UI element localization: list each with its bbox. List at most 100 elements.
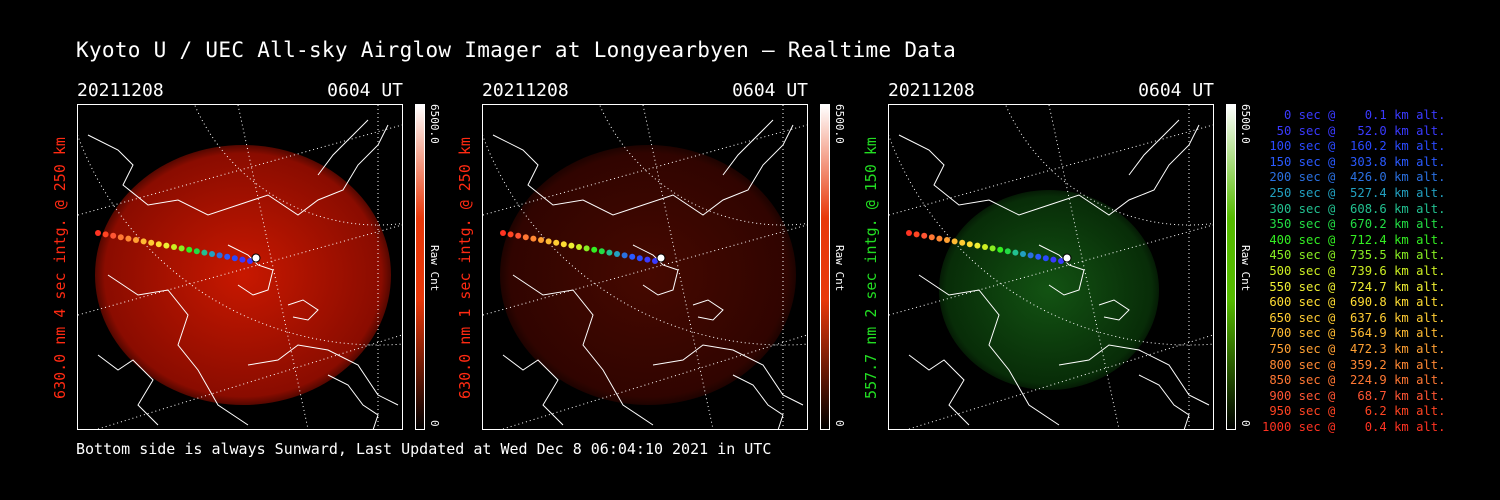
trajectory-point [560, 241, 567, 248]
panel-date: 20211208 [888, 80, 975, 101]
trajectory-point [538, 237, 544, 243]
trajectory-point [591, 246, 598, 253]
colorbar [415, 104, 425, 430]
image-panel: 20211208 0604 UT 630.0 nm 1 sec intg. @ 25… [456, 80, 862, 430]
trajectory-point [209, 251, 215, 257]
trajectory-point [1050, 256, 1057, 263]
panel-wavelength-label: 630.0 nm 1 sec intg. @ 250 km [456, 137, 474, 399]
legend-entry: 0 sec @ 0.1 km alt. [1262, 108, 1446, 122]
page-title: Kyoto U / UEC All-sky Airglow Imager at … [76, 38, 957, 62]
legend-entry: 850 sec @ 224.9 km alt. [1262, 373, 1446, 388]
trajectory-point [110, 232, 117, 239]
trajectory-point [125, 235, 132, 242]
legend-entry: 500 sec @ 739.6 km alt. [1262, 263, 1446, 278]
footer-note: Bottom side is always Sunward, Last Upda… [76, 440, 772, 458]
legend-entry: 400 sec @ 712.4 km alt. [1262, 232, 1446, 247]
legend-entry: 950 sec @ 6.2 km alt. [1262, 404, 1446, 419]
trajectory-point [1027, 252, 1034, 259]
allsky-image [482, 104, 808, 430]
panel-time: 0604 UT [1138, 80, 1214, 101]
trajectory-point [652, 258, 658, 264]
trajectory-point [944, 237, 950, 243]
image-panel: 20211208 0604 UT 630.0 nm 4 sec intg. @ 25… [51, 80, 457, 430]
trajectory-point [507, 231, 514, 238]
trajectory-point [1058, 258, 1064, 264]
trajectory-point [545, 238, 552, 245]
panel-date: 20211208 [482, 80, 569, 101]
trajectory-point [951, 238, 958, 245]
trajectory-point [239, 256, 246, 263]
panel-wavelength-label: 557.7 nm 2 sec intg. @ 150 km [862, 137, 880, 399]
legend-entry: 450 sec @ 735.5 km alt. [1262, 248, 1446, 263]
trajectory-point [629, 253, 636, 260]
trajectory-point [178, 245, 185, 252]
legend-entry: 650 sec @ 637.6 km alt. [1262, 310, 1446, 325]
legend-entry: 300 sec @ 608.6 km alt. [1262, 201, 1446, 216]
legend-entry: 550 sec @ 724.7 km alt. [1262, 279, 1446, 294]
station-marker [251, 253, 261, 263]
trajectory-point [231, 255, 238, 262]
panel-wavelength-label: 630.0 nm 4 sec intg. @ 250 km [51, 137, 69, 399]
image-panel: 20211208 0604 UT 557.7 nm 2 sec intg. @ 15… [862, 80, 1268, 430]
legend-entry: 200 sec @ 426.0 km alt. [1262, 170, 1446, 185]
colorbar [1226, 104, 1236, 430]
trajectory-point [224, 253, 231, 260]
trajectory-point [997, 246, 1004, 253]
legend-entry: 100 sec @ 160.2 km alt. [1262, 139, 1446, 154]
trajectory-point [201, 249, 208, 256]
trajectory-point [155, 241, 162, 248]
trajectory-point [515, 232, 522, 239]
station-marker [656, 253, 666, 263]
trajectory-point [921, 232, 928, 239]
legend-entry: 800 sec @ 359.2 km alt. [1262, 357, 1446, 372]
trajectory-point [186, 246, 193, 253]
trajectory-point [974, 242, 981, 249]
trajectory-point [1020, 251, 1026, 257]
trajectory-point [906, 230, 912, 236]
trajectory-point [1004, 248, 1011, 255]
legend-entry: 250 sec @ 527.4 km alt. [1262, 185, 1446, 200]
trajectory-point [193, 248, 200, 255]
trajectory-point [247, 258, 253, 264]
trajectory-point [636, 255, 643, 262]
trajectory-point [614, 251, 620, 257]
trajectory-point [140, 238, 147, 245]
trajectory-point [171, 244, 177, 250]
panel-time: 0604 UT [327, 80, 403, 101]
trajectory-point [936, 235, 943, 242]
allsky-image [888, 104, 1214, 430]
trajectory-point [606, 249, 613, 256]
trajectory-point [1042, 255, 1049, 262]
trajectory-point [522, 234, 529, 241]
trajectory-point [216, 252, 223, 259]
trajectory-point [982, 244, 988, 250]
panel-date: 20211208 [77, 80, 164, 101]
station-marker [1062, 253, 1072, 263]
trajectory-point [928, 234, 935, 241]
trajectory-point [500, 230, 506, 236]
trajectory-point [95, 230, 101, 236]
trajectory-point [989, 245, 996, 252]
trajectory-point [568, 242, 575, 249]
trajectory-point [133, 237, 139, 243]
trajectory-point [530, 235, 537, 242]
trajectory-point [583, 245, 590, 252]
trajectory-point [1012, 249, 1019, 256]
trajectory-point [102, 231, 109, 238]
legend-entry: 1000 sec @ 0.4 km alt. [1262, 419, 1446, 434]
trajectory-point [598, 248, 605, 255]
trajectory-point [966, 241, 973, 248]
legend-entry: 50 sec @ 52.0 km alt. [1262, 123, 1446, 138]
legend-entry: 900 sec @ 68.7 km alt. [1262, 388, 1446, 403]
legend-entry: 600 sec @ 690.8 km alt. [1262, 295, 1446, 310]
trajectory-point [644, 256, 651, 263]
legend-entry: 750 sec @ 472.3 km alt. [1262, 341, 1446, 356]
allsky-image [77, 104, 403, 430]
trajectory-point [163, 242, 170, 249]
trajectory-point [959, 239, 966, 246]
legend-entry: 350 sec @ 670.2 km alt. [1262, 217, 1446, 232]
panel-time: 0604 UT [732, 80, 808, 101]
trajectory-point [1035, 253, 1042, 260]
trajectory-point [576, 244, 582, 250]
trajectory-legend: 0 sec @ 0.1 km alt. 50 sec @ 52.0 km alt… [1262, 108, 1446, 435]
